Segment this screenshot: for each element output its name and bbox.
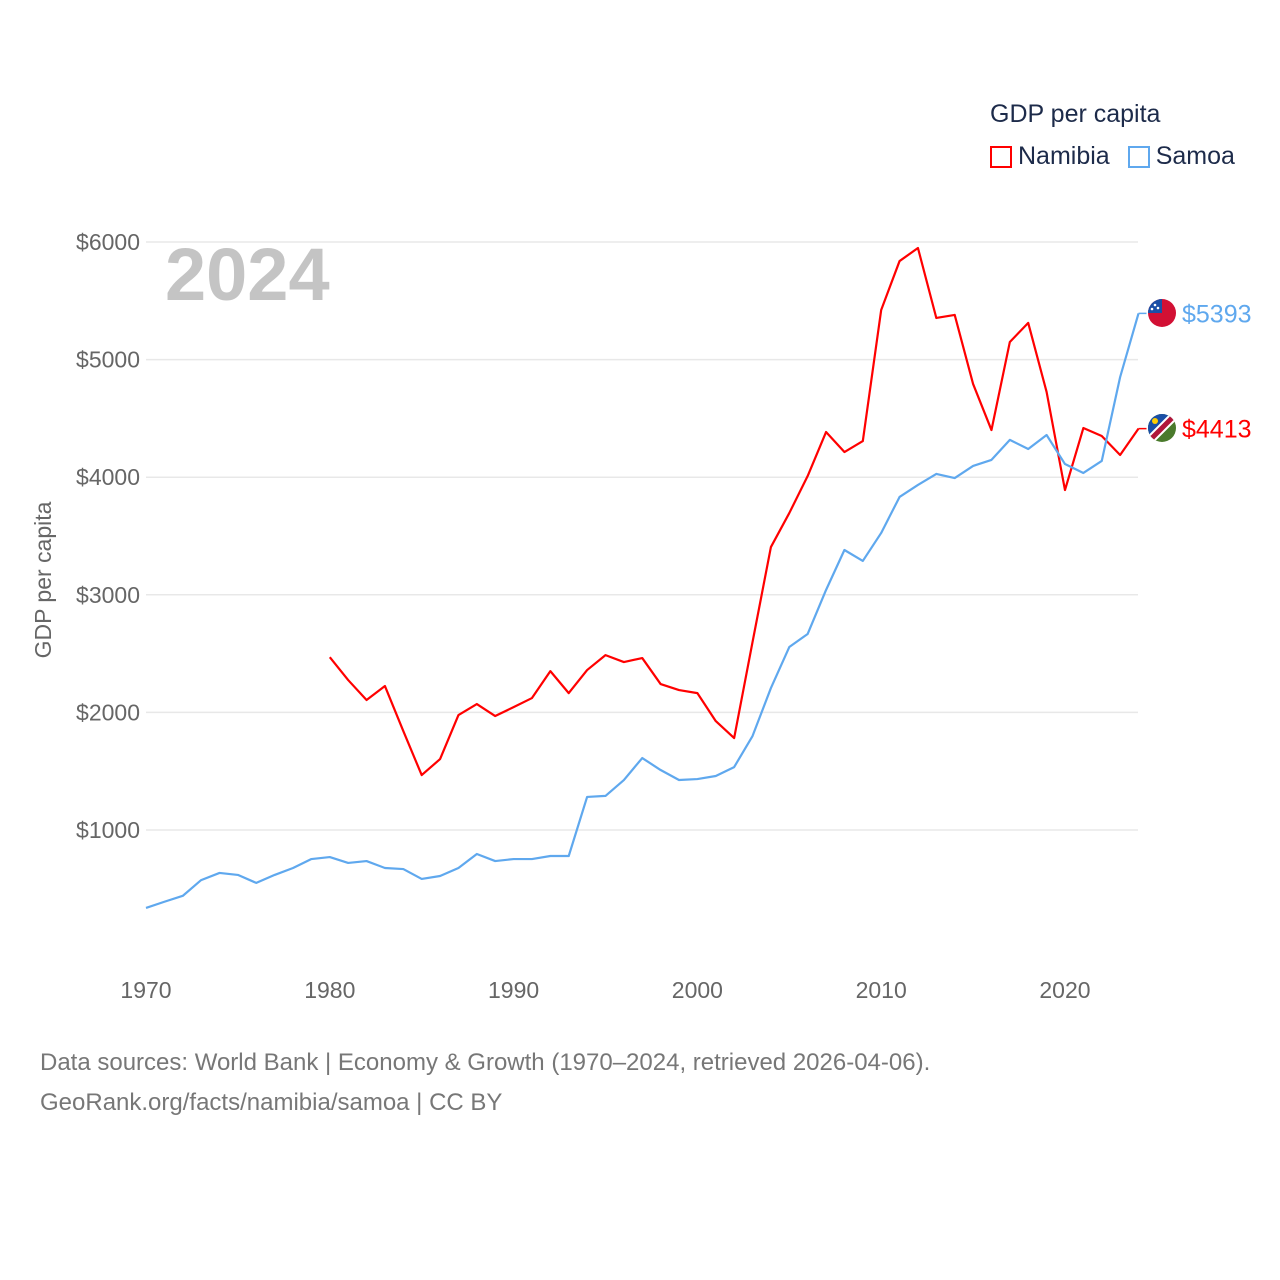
- samoa-flag-icon: [1148, 299, 1176, 327]
- end-value-label-samoa: $5393: [1182, 300, 1252, 328]
- footer-link[interactable]: GeoRank.org/facts/namibia/samoa | CC BY: [40, 1089, 503, 1116]
- legend-item-samoa[interactable]: Samoa: [1127, 142, 1235, 171]
- y-tick-label: $3000: [76, 582, 140, 608]
- y-axis-label: GDP per capita: [30, 501, 56, 658]
- x-tick-label: 1980: [304, 977, 355, 1003]
- legend-item-namibia[interactable]: Namibia: [990, 142, 1110, 171]
- x-tick-label: 1970: [120, 977, 171, 1003]
- y-tick-label: $6000: [76, 229, 140, 255]
- footer: Data sources: World Bank | Economy & Gro…: [40, 1043, 930, 1123]
- series-line-samoa: [145, 313, 1140, 910]
- y-tick-label: $4000: [76, 464, 140, 490]
- y-tick-label: $5000: [76, 347, 140, 373]
- y-tick-label: $1000: [76, 817, 140, 843]
- series-line-namibia: [328, 246, 1140, 777]
- end-value-label-namibia: $4413: [1182, 416, 1252, 444]
- x-tick-label: 2010: [856, 977, 907, 1003]
- legend-label-samoa: Samoa: [1155, 142, 1235, 170]
- namibia-flag-icon: [1148, 414, 1176, 442]
- x-tick-label: 2020: [1039, 977, 1090, 1003]
- footer-sources: Data sources: World Bank | Economy & Gro…: [40, 1049, 931, 1076]
- legend-title: GDP per capita: [990, 100, 1161, 128]
- x-tick-label: 2000: [672, 977, 723, 1003]
- year-watermark: 2024: [165, 233, 330, 316]
- x-tick-label: 1990: [488, 977, 539, 1003]
- legend-swatch-samoa: [1127, 145, 1150, 168]
- legend: Namibia Samoa: [990, 142, 1235, 171]
- legend-label-namibia: Namibia: [1018, 142, 1110, 170]
- y-tick-label: $2000: [76, 699, 140, 725]
- legend-swatch-namibia: [990, 145, 1012, 168]
